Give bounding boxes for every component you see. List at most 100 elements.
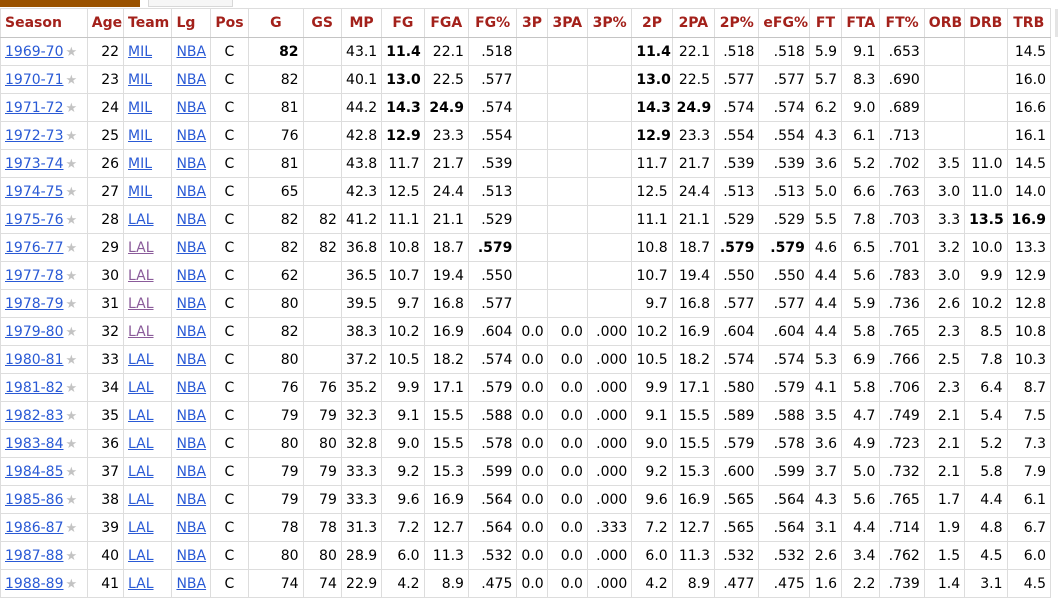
team-link[interactable]: LAL — [128, 239, 154, 256]
team-link[interactable]: MIL — [128, 43, 153, 60]
column-header-fg[interactable]: FG — [381, 8, 425, 38]
column-header-fga[interactable]: FGA — [423, 8, 469, 38]
team-link[interactable]: LAL — [128, 519, 154, 536]
league-link[interactable]: NBA — [176, 323, 207, 340]
column-header-trb[interactable]: TRB — [1006, 8, 1051, 38]
season-link[interactable]: 1978-79 — [5, 295, 64, 312]
team-link[interactable]: LAL — [128, 323, 154, 340]
season-link[interactable]: 1969-70 — [5, 43, 64, 60]
cell-lg: NBA — [171, 261, 211, 290]
league-link[interactable]: NBA — [176, 239, 207, 256]
column-header-ft-pct[interactable]: FT% — [879, 8, 925, 38]
league-link[interactable]: NBA — [176, 575, 207, 592]
team-link[interactable]: LAL — [128, 295, 154, 312]
league-link[interactable]: NBA — [176, 71, 207, 88]
team-link[interactable]: LAL — [128, 379, 154, 396]
cell-age: 22 — [86, 37, 125, 66]
team-link[interactable]: LAL — [128, 575, 154, 592]
team-link[interactable]: MIL — [128, 71, 153, 88]
team-link[interactable]: MIL — [128, 183, 153, 200]
team-link[interactable]: LAL — [128, 407, 154, 424]
column-header-fg2-pct[interactable]: 2P% — [714, 8, 760, 38]
column-header-pos[interactable]: Pos — [209, 8, 250, 38]
column-header-season[interactable]: Season — [0, 8, 88, 38]
column-header-fg-pct[interactable]: FG% — [467, 8, 518, 38]
cell-g: 80 — [248, 429, 304, 458]
season-link[interactable]: 1974-75 — [5, 183, 64, 200]
column-header-fg2[interactable]: 2P — [631, 8, 673, 38]
column-header-orb[interactable]: ORB — [923, 8, 966, 38]
league-link[interactable]: NBA — [176, 547, 207, 564]
column-header-fg3a[interactable]: 3PA — [546, 8, 588, 38]
league-link[interactable]: NBA — [176, 183, 207, 200]
tab-active[interactable] — [0, 0, 140, 7]
column-header-fta[interactable]: FTA — [841, 8, 881, 38]
league-link[interactable]: NBA — [176, 99, 207, 116]
league-link[interactable]: NBA — [176, 127, 207, 144]
season-link[interactable]: 1976-77 — [5, 239, 64, 256]
league-link[interactable]: NBA — [176, 519, 207, 536]
team-link[interactable]: LAL — [128, 547, 154, 564]
column-header-age[interactable]: Age — [86, 8, 125, 38]
column-header-drb[interactable]: DRB — [964, 8, 1008, 38]
cell-fg2-pct: .539 — [714, 149, 760, 178]
season-link[interactable]: 1977-78 — [5, 267, 64, 284]
league-link[interactable]: NBA — [176, 43, 207, 60]
team-link[interactable]: MIL — [128, 127, 153, 144]
cell-gs: 74 — [302, 569, 342, 598]
league-link[interactable]: NBA — [176, 463, 207, 480]
season-link[interactable]: 1988-89 — [5, 575, 64, 592]
season-link[interactable]: 1975-76 — [5, 211, 64, 228]
column-header-efg-pct[interactable]: eFG% — [758, 8, 810, 38]
cell-drb: 10.0 — [964, 233, 1008, 262]
league-link[interactable]: NBA — [176, 155, 207, 172]
team-link[interactable]: LAL — [128, 435, 154, 452]
season-link[interactable]: 1982-83 — [5, 407, 64, 424]
horizontal-scroll-indicator[interactable] — [1055, 9, 1058, 37]
column-header-fg2a[interactable]: 2PA — [671, 8, 716, 38]
team-link[interactable]: LAL — [128, 211, 154, 228]
season-link[interactable]: 1984-85 — [5, 463, 64, 480]
team-link[interactable]: MIL — [128, 99, 153, 116]
league-link[interactable]: NBA — [176, 379, 207, 396]
league-link[interactable]: NBA — [176, 351, 207, 368]
cell-fg-pct: .529 — [467, 205, 518, 234]
league-link[interactable]: NBA — [176, 211, 207, 228]
column-header-ft[interactable]: FT — [808, 8, 843, 38]
season-link[interactable]: 1980-81 — [5, 351, 64, 368]
league-link[interactable]: NBA — [176, 295, 207, 312]
league-link[interactable]: NBA — [176, 435, 207, 452]
season-link[interactable]: 1979-80 — [5, 323, 64, 340]
column-header-gs[interactable]: GS — [302, 8, 342, 38]
league-link[interactable]: NBA — [176, 407, 207, 424]
team-link[interactable]: MIL — [128, 155, 153, 172]
season-link[interactable]: 1985-86 — [5, 491, 64, 508]
column-header-fg3[interactable]: 3P — [516, 8, 548, 38]
tab-inactive[interactable] — [148, 0, 233, 7]
league-link[interactable]: NBA — [176, 491, 207, 508]
cell-season: 1977-78 ★ — [0, 261, 88, 290]
column-header-g[interactable]: G — [248, 8, 304, 38]
season-link[interactable]: 1987-88 — [5, 547, 64, 564]
team-link[interactable]: LAL — [128, 463, 154, 480]
column-header-lg[interactable]: Lg — [171, 8, 211, 38]
season-link[interactable]: 1981-82 — [5, 379, 64, 396]
cell-fg-pct: .475 — [467, 569, 518, 598]
cell-fg-pct: .574 — [467, 345, 518, 374]
season-link[interactable]: 1971-72 — [5, 99, 64, 116]
season-link[interactable]: 1972-73 — [5, 127, 64, 144]
cell-fg: 11.7 — [381, 149, 425, 178]
team-link[interactable]: LAL — [128, 267, 154, 284]
team-link[interactable]: LAL — [128, 351, 154, 368]
season-link[interactable]: 1986-87 — [5, 519, 64, 536]
column-header-mp[interactable]: MP — [340, 8, 383, 38]
column-header-fg3-pct[interactable]: 3P% — [586, 8, 633, 38]
season-link[interactable]: 1970-71 — [5, 71, 64, 88]
season-link[interactable]: 1983-84 — [5, 435, 64, 452]
season-link[interactable]: 1973-74 — [5, 155, 64, 172]
column-header-team[interactable]: Team — [123, 8, 173, 38]
team-link[interactable]: LAL — [128, 491, 154, 508]
league-link[interactable]: NBA — [176, 267, 207, 284]
cell-g: 76 — [248, 121, 304, 150]
cell-age: 39 — [86, 513, 125, 542]
